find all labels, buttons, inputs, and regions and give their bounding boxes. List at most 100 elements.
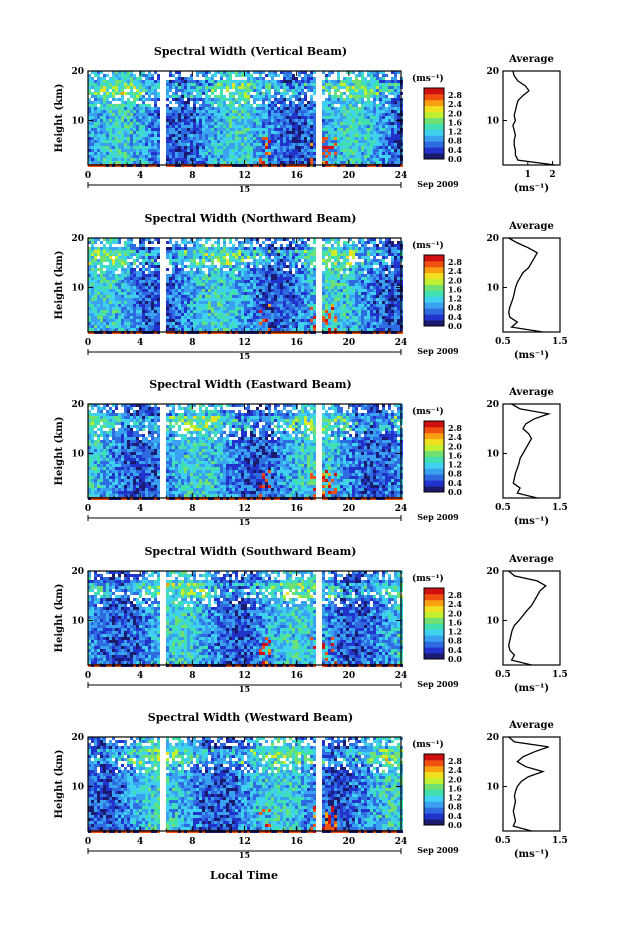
colorbar-tick-label: 2.0 (448, 441, 462, 451)
colorbar-swatch (424, 653, 444, 660)
colorbar-swatch (424, 480, 444, 487)
colorbar-tick-label: 0.8 (448, 636, 462, 646)
colorbar-frame (423, 87, 445, 160)
average-title: Average (508, 221, 554, 232)
average-x-label: (ms⁻¹) (514, 350, 549, 361)
colorbar-tick-label: 2.4 (448, 432, 462, 442)
colorbar-swatch (424, 308, 444, 315)
x-tick-label: 0 (85, 837, 91, 847)
heatmap-cells (88, 571, 403, 667)
colorbar-tick-label: 2.8 (448, 257, 462, 267)
x-tick-label: 16 (290, 338, 303, 348)
average-frame (502, 70, 561, 166)
x-tick-label: 16 (290, 671, 303, 681)
day-label: 15 (239, 184, 250, 194)
y-tick-label: 20 (71, 733, 84, 743)
x-tick-label: 24 (395, 171, 408, 181)
colorbar-tick-label: 1.2 (448, 793, 462, 803)
average-x-tick-label: 2 (549, 170, 555, 180)
average-x-tick-label: 0.5 (495, 836, 511, 846)
average-x-label: (ms⁻¹) (514, 683, 549, 694)
colorbar-tick-label: 2.4 (448, 765, 462, 775)
colorbar-tick-label: 2.8 (448, 423, 462, 433)
average-frame (502, 237, 561, 333)
colorbar-swatch (424, 623, 444, 630)
colorbar-swatch (424, 789, 444, 796)
colorbar-swatch (424, 88, 444, 95)
colorbar-tick-label: 2.8 (448, 90, 462, 100)
colorbar-tick-label: 0.0 (448, 154, 462, 164)
colorbar-swatch (424, 99, 444, 107)
colorbar-swatch (424, 450, 444, 457)
day-label: 15 (239, 684, 250, 694)
heatmap-cells (88, 71, 403, 167)
colorbar-swatch (424, 320, 444, 327)
average-x-tick-label: 1.5 (552, 337, 568, 347)
average-x-tick-label: 0.5 (495, 337, 511, 347)
x-tick-label: 4 (137, 504, 143, 514)
panel-title: Spectral Width (Northward Beam) (145, 212, 357, 225)
colorbar-swatch (424, 421, 444, 428)
x-tick-label: 24 (395, 671, 408, 681)
colorbar-tick-label: 1.2 (448, 294, 462, 304)
date-label: Sep 2009 (417, 512, 459, 522)
date-label: Sep 2009 (417, 346, 459, 356)
colorbar-swatch (424, 795, 444, 802)
colorbar-swatch (424, 129, 444, 136)
average-frame (502, 736, 561, 832)
colorbar-tick-label: 2.0 (448, 275, 462, 285)
colorbar-tick-label: 1.6 (448, 117, 462, 127)
average-profile-line (508, 237, 544, 333)
colorbar-swatch (424, 260, 444, 268)
x-tick-label: 24 (395, 338, 408, 348)
colorbar-swatch (424, 635, 444, 642)
day-label: 15 (239, 850, 250, 860)
panel-1: Spectral Width (Vertical Beam)0 4 8 12 16 20 2… (54, 45, 561, 194)
colorbar-tick-label: 1.6 (448, 617, 462, 627)
colorbar-swatch (424, 105, 444, 113)
colorbar-swatch (424, 296, 444, 303)
colorbar-swatch (424, 474, 444, 481)
colorbar-tick-label: 0.4 (448, 478, 462, 488)
heatmap-cells (88, 737, 403, 833)
colorbar-swatch (424, 593, 444, 601)
y-tick-label: 10 (71, 616, 84, 626)
colorbar-swatch (424, 765, 444, 773)
colorbar-swatch (424, 588, 444, 595)
x-tick-label: 0 (85, 504, 91, 514)
colorbar-unit: (ms⁻¹) (412, 240, 444, 251)
colorbar-frame (423, 420, 445, 493)
x-tick-label: 0 (85, 671, 91, 681)
x-tick-label: 20 (343, 837, 356, 847)
colorbar-swatch (424, 444, 444, 451)
day-label: 15 (239, 351, 250, 361)
colorbar-tick-label: 0.8 (448, 469, 462, 479)
colorbar-unit: (ms⁻¹) (412, 406, 444, 417)
colorbar-swatch (424, 426, 444, 434)
colorbar-tick-label: 2.8 (448, 590, 462, 600)
average-x-tick-label: 1.5 (552, 836, 568, 846)
average-title: Average (508, 720, 554, 731)
y-tick-label: 10 (71, 283, 84, 293)
date-label: Sep 2009 (417, 679, 459, 689)
average-y-tick-label: 10 (486, 283, 499, 293)
average-x-tick-label: 1.5 (552, 670, 568, 680)
colorbar-swatch (424, 290, 444, 297)
x-tick-label: 0 (85, 338, 91, 348)
colorbar-tick-label: 2.4 (448, 266, 462, 276)
colorbar-swatch (424, 314, 444, 321)
y-tick-label: 20 (71, 234, 84, 244)
average-x-tick-label: 1 (525, 170, 531, 180)
colorbar-tick-label: 0.4 (448, 145, 462, 155)
day-label: 15 (239, 517, 250, 527)
average-y-tick-label: 10 (486, 116, 499, 126)
x-tick-label: 12 (238, 837, 251, 847)
colorbar-swatch (424, 611, 444, 618)
colorbar-swatch (424, 641, 444, 648)
x-tick-label: 20 (343, 504, 356, 514)
panel-title: Spectral Width (Vertical Beam) (154, 45, 347, 58)
average-profile-line (511, 403, 552, 499)
colorbar-swatch (424, 647, 444, 654)
x-axis-label: Local Time (210, 869, 278, 882)
colorbar-tick-label: 0.4 (448, 312, 462, 322)
